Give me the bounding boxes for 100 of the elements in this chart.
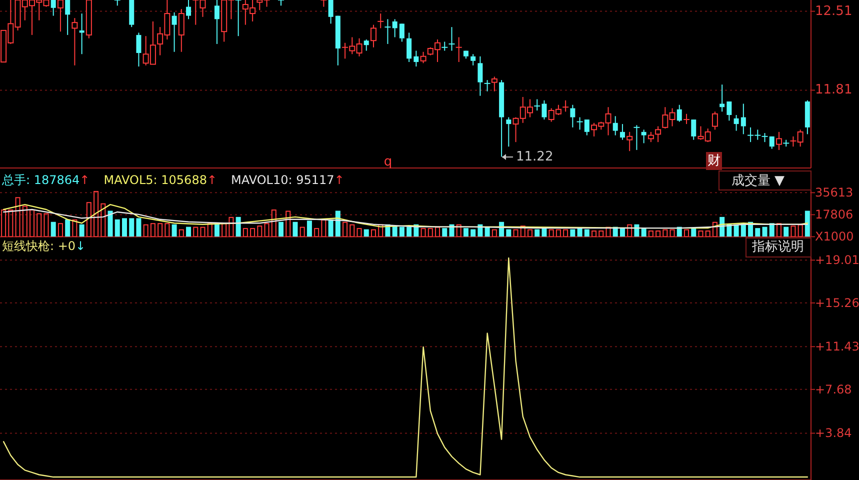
- bar: [236, 216, 241, 237]
- candlestick: [691, 119, 696, 140]
- candlestick: [399, 23, 404, 42]
- bar: [257, 226, 262, 237]
- bar: [292, 222, 298, 237]
- y-tick-label: 35613: [815, 186, 854, 200]
- bar: [100, 203, 106, 237]
- bar: [420, 228, 426, 237]
- bar: [513, 229, 518, 237]
- candlestick: [328, 0, 334, 24]
- bar: [492, 229, 497, 237]
- bar: [627, 224, 632, 237]
- bar: [129, 218, 134, 237]
- bar: [606, 226, 611, 237]
- candlestick: [364, 38, 369, 52]
- line-series: [2, 257, 808, 478]
- y-tick-label: 11.81: [815, 82, 852, 98]
- bar: [577, 228, 582, 237]
- bar: [598, 230, 604, 237]
- candlestick: [455, 36, 462, 63]
- y-tick-label: +19.01: [815, 253, 859, 268]
- bar: [776, 223, 782, 237]
- candlestick: [740, 103, 746, 135]
- candlestick: [720, 84, 725, 112]
- bar: [784, 226, 789, 237]
- candlestick: [612, 116, 618, 136]
- candlestick: [370, 24, 376, 48]
- candlestick: [136, 32, 142, 68]
- candlestick: [234, 0, 242, 37]
- candlestick: [491, 76, 498, 92]
- bar: [656, 230, 661, 237]
- bar: [136, 218, 142, 237]
- y-tick-label: +11.43: [815, 340, 859, 354]
- bar: [428, 228, 433, 237]
- candlestick: [776, 131, 782, 150]
- bar: [122, 218, 127, 237]
- bar: [804, 210, 810, 237]
- candlestick: [506, 116, 512, 148]
- candlestick: [377, 13, 384, 29]
- bar: [648, 230, 654, 237]
- candlestick: [178, 8, 184, 52]
- bar: [172, 224, 177, 237]
- bar: [22, 206, 28, 237]
- y-tick-label: +3.84: [815, 426, 852, 440]
- candlestick: [626, 131, 633, 152]
- bar: [456, 224, 462, 237]
- bar: [691, 228, 696, 237]
- bar: [470, 229, 476, 237]
- bar: [620, 228, 625, 237]
- series-label: MAVOL5: 105688↑: [104, 173, 218, 187]
- candlestick: [648, 131, 654, 143]
- bar: [342, 222, 348, 237]
- bar: [271, 210, 276, 237]
- bar: [584, 229, 590, 237]
- bar: [556, 229, 561, 237]
- bar: [94, 190, 99, 237]
- candlestick: [478, 56, 483, 96]
- bar: [72, 219, 78, 237]
- bar: [158, 223, 163, 237]
- candlestick: [65, 0, 70, 36]
- candlestick: [392, 18, 398, 38]
- candlestick: [655, 126, 662, 143]
- candlestick: [50, 0, 56, 16]
- y-tick-label: X1000: [815, 230, 854, 244]
- candlestick: [320, 0, 328, 8]
- bar: [592, 230, 597, 237]
- line-series: [2, 208, 808, 229]
- bar: [790, 226, 796, 237]
- bar: [321, 219, 326, 237]
- bar: [527, 229, 532, 237]
- candlestick: [420, 51, 426, 64]
- bar: [328, 219, 334, 237]
- annotation: q: [384, 154, 392, 170]
- bar: [641, 228, 646, 237]
- candlestick: [676, 104, 682, 122]
- candlestick: [441, 41, 448, 52]
- y-tick-label: +7.68: [815, 382, 852, 396]
- candlestick: [484, 80, 491, 92]
- bar: [15, 197, 20, 237]
- candlestick: [641, 129, 646, 144]
- bar: [356, 228, 362, 237]
- bar: [364, 229, 369, 237]
- bar: [542, 228, 547, 237]
- bar: [570, 229, 576, 237]
- bar: [698, 230, 704, 237]
- bar: [150, 223, 156, 237]
- bar: [670, 229, 675, 237]
- y-tick-label: 17806: [815, 208, 854, 222]
- bar: [250, 228, 256, 237]
- bar: [44, 213, 49, 237]
- bar: [8, 210, 14, 237]
- bar: [534, 229, 540, 237]
- annotation: 指标说明: [751, 240, 804, 254]
- bar: [65, 219, 70, 237]
- candlestick: [278, 0, 285, 6]
- bar: [58, 223, 63, 237]
- bar: [242, 228, 248, 237]
- bar: [143, 224, 148, 237]
- bar: [193, 226, 198, 237]
- bar: [506, 229, 512, 237]
